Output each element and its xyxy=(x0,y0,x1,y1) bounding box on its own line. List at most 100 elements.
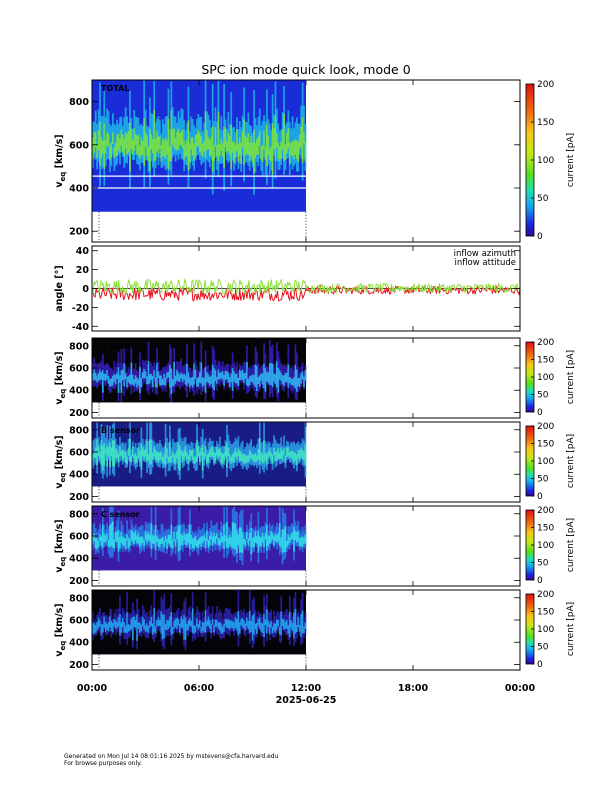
heatmap-core xyxy=(264,619,267,626)
heatmap-core xyxy=(139,450,141,463)
heatmap-core xyxy=(211,364,214,388)
heatmap-core xyxy=(197,623,200,630)
heatmap-core xyxy=(246,455,248,463)
heatmap-core xyxy=(93,369,96,380)
heatmap-core xyxy=(121,536,124,546)
heatmap-core xyxy=(156,363,158,388)
heatmap-core xyxy=(126,456,128,464)
heatmap-core xyxy=(286,447,288,458)
heatmap-core xyxy=(283,113,285,162)
heatmap-core xyxy=(223,624,225,632)
heatmap-core xyxy=(114,142,117,157)
x-tick-label: 12:00 xyxy=(291,683,322,694)
heatmap-core xyxy=(216,533,218,539)
heatmap-core xyxy=(100,137,103,158)
heatmap-core xyxy=(176,131,178,151)
heatmap-core xyxy=(271,123,274,175)
heatmap-core xyxy=(267,535,270,547)
heatmap-core xyxy=(189,618,191,626)
heatmap-core xyxy=(157,617,160,626)
heatmap-core xyxy=(166,619,168,631)
heatmap-core xyxy=(248,142,251,162)
heatmap-core xyxy=(204,446,207,457)
colorbar-tick-label: 150 xyxy=(537,608,554,618)
heatmap-core xyxy=(227,372,230,383)
heatmap-core xyxy=(274,451,277,461)
heatmap-core xyxy=(136,535,138,544)
heatmap-core xyxy=(241,453,244,462)
heatmap-core xyxy=(248,610,251,633)
heatmap-core xyxy=(94,372,97,381)
heatmap-core xyxy=(109,378,111,387)
heatmap-core xyxy=(256,622,258,634)
heatmap-core xyxy=(293,526,295,552)
heatmap-core xyxy=(96,537,99,549)
heatmap-core xyxy=(106,370,108,380)
heatmap-core xyxy=(207,374,210,384)
heatmap-core xyxy=(131,531,134,543)
heatmap-core xyxy=(116,622,118,629)
heatmap-core xyxy=(133,454,136,462)
y-tick-label: -40 xyxy=(72,322,90,333)
heatmap-core xyxy=(143,540,146,547)
heatmap-core xyxy=(103,373,106,381)
heatmap-core xyxy=(191,137,194,156)
heatmap-core xyxy=(297,141,300,162)
heatmap-core xyxy=(263,536,265,548)
heatmap-core xyxy=(234,617,237,628)
heatmap-core xyxy=(220,452,223,464)
heatmap-core xyxy=(221,453,224,465)
heatmap-core xyxy=(298,449,301,461)
heatmap-core xyxy=(208,449,211,457)
heatmap-core xyxy=(257,531,260,553)
heatmap-core xyxy=(99,534,101,541)
heatmap-core xyxy=(186,139,188,157)
heatmap-core xyxy=(204,366,207,393)
heatmap-column xyxy=(160,524,163,552)
footer-generated: Generated on Mon Jul 14 08:01:16 2025 by… xyxy=(64,753,279,760)
heatmap-core xyxy=(164,623,167,630)
heatmap-core xyxy=(226,141,228,154)
heatmap-core xyxy=(93,623,96,634)
heatmap-core xyxy=(194,456,197,464)
heatmap-core xyxy=(133,128,136,151)
heatmap-core xyxy=(176,369,178,381)
heatmap-core xyxy=(280,141,283,159)
heatmap-core xyxy=(213,145,215,162)
heatmap-core xyxy=(238,137,241,156)
heatmap-core xyxy=(206,454,208,464)
heatmap-core xyxy=(147,360,150,385)
heatmap-core xyxy=(181,619,184,629)
heatmap-core xyxy=(156,620,158,627)
heatmap-core xyxy=(298,624,301,632)
heatmap-core xyxy=(137,532,140,544)
heatmap-core xyxy=(184,446,187,457)
heatmap-core xyxy=(230,537,233,548)
heatmap-core xyxy=(203,534,206,541)
heatmap-core xyxy=(287,364,290,388)
heatmap-core xyxy=(201,377,204,388)
heatmap-core xyxy=(123,622,126,633)
heatmap-core xyxy=(119,138,121,153)
heatmap-core xyxy=(127,376,130,383)
heatmap-core xyxy=(96,375,99,383)
heatmap-core xyxy=(147,146,150,162)
heatmap-core xyxy=(227,132,230,152)
heatmap-core xyxy=(201,143,204,157)
heatmap-column xyxy=(303,105,305,159)
y-axis-label: veq [km/s] xyxy=(54,435,67,488)
heatmap-core xyxy=(301,449,304,459)
heatmap-core xyxy=(127,624,130,632)
heatmap-core xyxy=(216,144,218,157)
heatmap-core xyxy=(260,373,263,381)
heatmap-core xyxy=(159,375,161,386)
heatmap-core xyxy=(179,445,181,471)
heatmap-core xyxy=(253,129,255,174)
heatmap-core xyxy=(197,130,200,147)
y-axis-label: veq [km/s] xyxy=(54,519,67,572)
heatmap-core xyxy=(99,620,101,627)
heatmap-core xyxy=(211,619,214,626)
heatmap-core xyxy=(224,128,227,148)
